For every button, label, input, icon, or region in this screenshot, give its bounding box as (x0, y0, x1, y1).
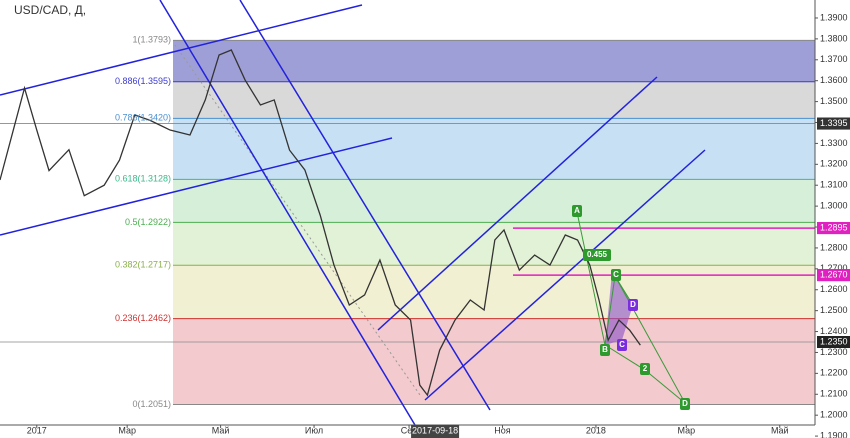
price-tag-label: 1.2350 (820, 336, 848, 346)
pattern-tag (680, 398, 690, 410)
y-tick-label: 1.3900 (820, 12, 848, 22)
fib-label: 0.618(1.3128) (115, 174, 171, 184)
fib-label: 0.886(1.3595) (115, 76, 171, 86)
fib-label: 0.382(1.2717) (115, 260, 171, 270)
y-tick-label: 1.1900 (820, 430, 848, 438)
y-tick-label: 1.3300 (820, 138, 848, 148)
pattern-tags: 1(1.3793) 0.886(1.3595) 0.786(1.3420) 0.618… (115, 35, 690, 410)
pattern-tag (600, 344, 610, 356)
plot (0, 49, 641, 397)
y-tick-label: 1.2300 (820, 347, 848, 357)
price-tag (817, 269, 850, 282)
fib-band (173, 118, 815, 180)
y-tick-label: 1.3200 (820, 159, 848, 169)
y-tick-label: 1.3000 (820, 200, 848, 210)
date-marker-label: 2017-09-18 (412, 425, 458, 435)
price-tag-label: 1.2895 (820, 222, 848, 232)
dotted-trend (174, 44, 421, 396)
x-tick-label: Ноя (494, 425, 511, 435)
y-tick-label: 1.2200 (820, 368, 848, 378)
fib-label: 1(1.3793) (132, 35, 171, 45)
fib-label: 0.786(1.3420) (115, 113, 171, 123)
y-tick-label: 1.2100 (820, 389, 848, 399)
axes: 1.3395 1.2895 1.2670 1.2350 1.1900 1.2000 1.21… (27, 12, 850, 438)
pattern-tag (617, 339, 627, 351)
pattern-tag-label: C (613, 270, 619, 279)
channel-line (377, 76, 658, 331)
fib-band (173, 265, 815, 319)
price-line-series (0, 49, 641, 397)
y-tick-label: 1.2700 (820, 263, 848, 273)
y-tick-label: 1.2500 (820, 305, 848, 315)
fib-label: 0(1.2051) (132, 399, 171, 409)
fib-band (173, 40, 815, 82)
pattern-line (576, 211, 634, 346)
x-tick-label: Май (212, 425, 230, 435)
x-tick-label: 2017 (27, 425, 47, 435)
date-marker (411, 425, 460, 438)
y-tick-label: 1.3500 (820, 96, 848, 106)
y-tick-label: 1.3800 (820, 33, 848, 43)
pattern-tag (628, 299, 638, 311)
pattern-tag-label: C (619, 340, 625, 349)
x-tick-label: Мар (118, 425, 136, 435)
pattern-tag (611, 269, 621, 281)
y-tick-label: 1.2800 (820, 242, 848, 252)
channel-line (424, 149, 706, 401)
y-tick-label: 1.2000 (820, 410, 848, 420)
fib-band (173, 81, 815, 119)
channel-line (0, 4, 363, 96)
pattern-tag-label: 0.455 (587, 250, 608, 259)
price-tag (817, 336, 850, 349)
y-tick-label: 1.2400 (820, 326, 848, 336)
price-tag (817, 222, 850, 235)
fib-band (173, 179, 815, 223)
price-tag-label: 1.2670 (820, 269, 848, 279)
pattern-tag (640, 363, 650, 375)
y-tick-label: 1.2600 (820, 284, 848, 294)
price-tag-label: 1.3395 (820, 118, 848, 128)
price-tag (817, 117, 850, 130)
y-tick-label: 1.3700 (820, 54, 848, 64)
channel-line (0, 137, 393, 236)
x-tick-label: Май (771, 425, 789, 435)
fib-label: 0.236(1.2462) (115, 313, 171, 323)
x-tick-label: Сен (401, 425, 418, 435)
pattern-tag-label: D (682, 399, 688, 408)
x-tick-label: Мар (678, 425, 696, 435)
pattern-tag-label: B (602, 345, 608, 354)
fib-band (173, 318, 815, 405)
y-tick-label: 1.3100 (820, 180, 848, 190)
pattern-tag-label: A (574, 206, 580, 215)
y-tick-label: 1.3600 (820, 75, 848, 85)
pattern-tag-label: D (630, 300, 636, 309)
channel-line (159, 0, 416, 426)
x-tick-label: Июл (305, 425, 323, 435)
pattern-tag (572, 205, 582, 217)
x-tick-label: 2018 (586, 425, 606, 435)
fib-label: 0.5(1.2922) (125, 217, 171, 227)
pattern-tag (583, 249, 611, 261)
channel-line (239, 0, 491, 411)
pattern-tag-label: 2 (643, 364, 648, 373)
chart-title: USD/CAD, Д, (14, 3, 86, 17)
pattern-line (604, 275, 686, 404)
y-axis-bg (815, 0, 850, 438)
